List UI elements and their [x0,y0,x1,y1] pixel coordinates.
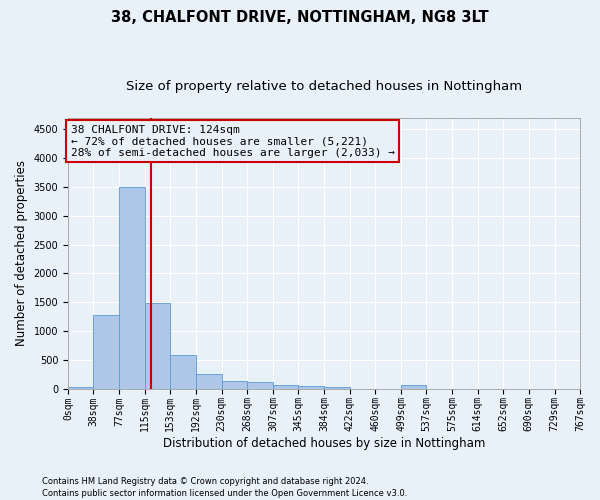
Bar [94,316,119,388]
Text: 38 CHALFONT DRIVE: 124sqm
← 72% of detached houses are smaller (5,221)
28% of se: 38 CHALFONT DRIVE: 124sqm ← 72% of detac… [71,124,395,158]
Y-axis label: Number of detached properties: Number of detached properties [15,160,28,346]
Bar [68,387,94,388]
X-axis label: Distribution of detached houses by size in Nottingham: Distribution of detached houses by size … [163,437,485,450]
Bar [221,381,247,388]
Bar [325,387,350,388]
Bar [401,386,427,388]
Bar [273,384,298,388]
Text: 38, CHALFONT DRIVE, NOTTINGHAM, NG8 3LT: 38, CHALFONT DRIVE, NOTTINGHAM, NG8 3LT [111,10,489,25]
Title: Size of property relative to detached houses in Nottingham: Size of property relative to detached ho… [126,80,522,93]
Bar [196,374,221,388]
Text: Contains HM Land Registry data © Crown copyright and database right 2024.
Contai: Contains HM Land Registry data © Crown c… [42,476,407,498]
Bar [145,304,170,388]
Bar [298,386,325,388]
Bar [247,382,273,388]
Bar [170,355,196,388]
Bar [119,187,145,388]
